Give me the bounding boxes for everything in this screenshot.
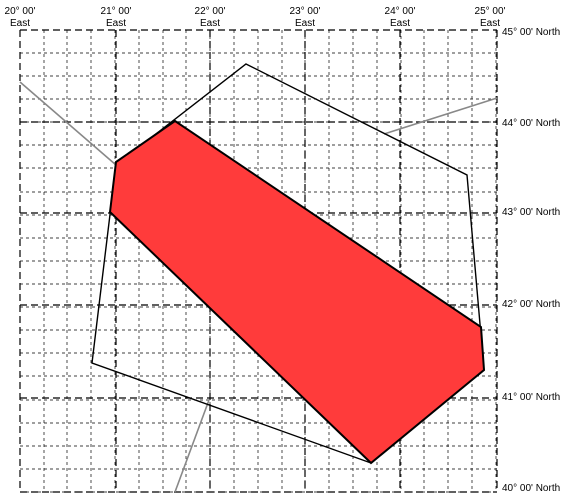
border-line-southwest bbox=[174, 399, 210, 493]
lon-label-22-dir: East bbox=[200, 18, 220, 29]
lon-label-24-dir: East bbox=[390, 18, 410, 29]
lat-label-44: 44° 00' North bbox=[502, 118, 560, 129]
latitude-labels: 45° 00' North 44° 00' North 43° 00' Nort… bbox=[502, 27, 560, 494]
lon-label-21-dir: East bbox=[106, 18, 126, 29]
lon-label-23-dir: East bbox=[295, 18, 315, 29]
lat-label-40: 40° 00' North bbox=[502, 483, 560, 494]
highlighted-area bbox=[108, 119, 486, 465]
lat-label-41: 41° 00' North bbox=[502, 392, 560, 403]
lat-label-45: 45° 00' North bbox=[502, 27, 560, 38]
border-line-northwest bbox=[19, 81, 117, 166]
lon-label-20: 20° 00' bbox=[5, 6, 36, 17]
lon-label-20-dir: East bbox=[10, 18, 30, 29]
lon-label-25-dir: East bbox=[480, 18, 500, 29]
lon-label-21: 21° 00' bbox=[101, 6, 132, 17]
border-lines bbox=[19, 81, 498, 493]
lon-label-23: 23° 00' bbox=[290, 6, 321, 17]
lat-label-43: 43° 00' North bbox=[502, 207, 560, 218]
lon-label-22: 22° 00' bbox=[195, 6, 226, 17]
lon-label-24: 24° 00' bbox=[385, 6, 416, 17]
lon-label-25: 25° 00' bbox=[475, 6, 506, 17]
lat-label-42: 42° 00' North bbox=[502, 299, 560, 310]
longitude-labels: 20° 00' East 21° 00' East 22° 00' East 2… bbox=[5, 6, 506, 29]
border-line-northeast bbox=[383, 97, 498, 135]
